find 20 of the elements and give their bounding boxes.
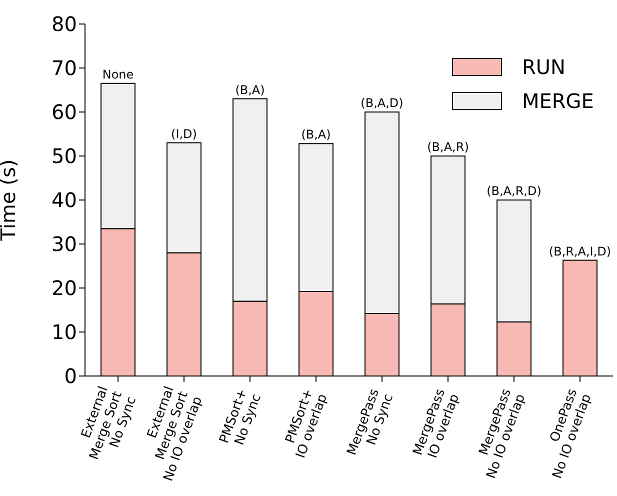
annotation: (I,D) [171,126,197,141]
y-tick-label: 40 [52,188,77,212]
legend-label: MERGE [522,89,594,113]
y-tick-label: 50 [52,144,77,168]
annotation: (B,A,R) [427,140,469,154]
annotation: (B,A,R,D) [486,184,542,198]
annotation: (B,A) [235,82,265,97]
annotation: None [102,67,134,82]
y-axis-title: Time (s) [0,159,20,242]
annotation: (B,A,D) [360,96,404,110]
y-tick-label: 0 [64,364,77,388]
y-tick-label: 70 [52,56,77,80]
y-tick-label: 20 [52,276,77,300]
y-tick-label: 80 [52,12,77,36]
y-tick-label: 30 [52,232,77,256]
y-tick-label: 10 [52,320,77,344]
y-tick-label: 60 [52,100,77,124]
annotation: (B,A) [301,128,331,142]
annotation: (B,R,A,I,D) [548,244,612,258]
legend-label: RUN [522,55,566,79]
